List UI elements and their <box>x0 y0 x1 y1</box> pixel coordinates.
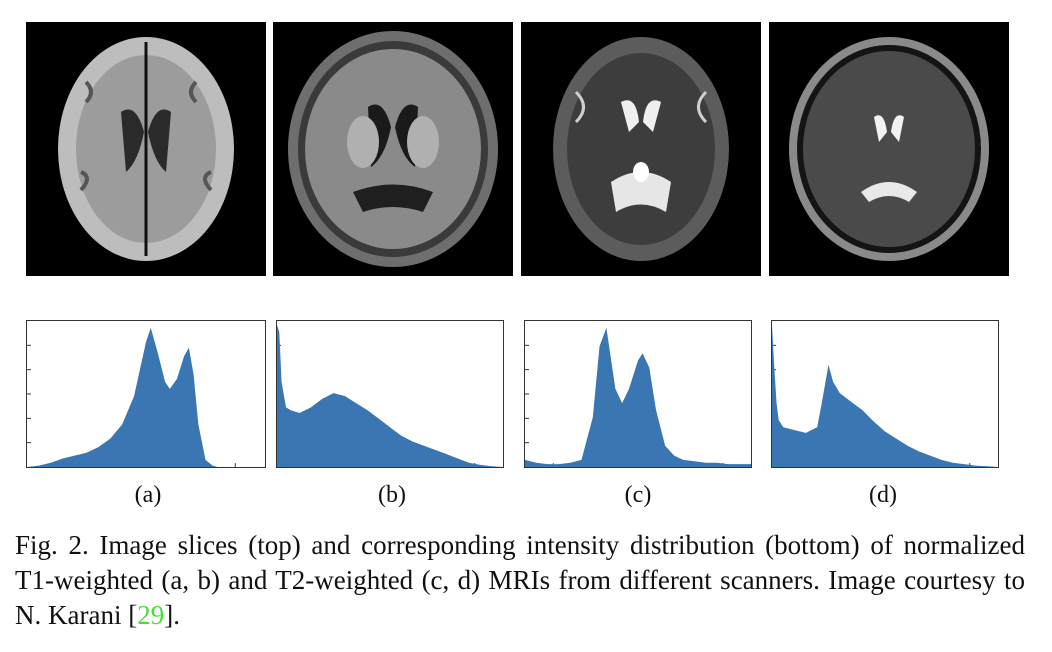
panel-label-c: (c) <box>624 482 652 508</box>
histogram-area <box>525 327 751 467</box>
mri-slice-d <box>769 22 1009 276</box>
figure-caption: Fig. 2. Image slices (top) and correspon… <box>15 528 1025 633</box>
mri-slice-a <box>26 22 266 276</box>
citation-link[interactable]: 29 <box>137 600 165 630</box>
histogram-d <box>771 320 999 468</box>
histogram-c <box>524 320 752 468</box>
histogram-b <box>276 320 504 468</box>
histogram-area <box>27 327 265 467</box>
histogram-a <box>26 320 266 468</box>
panel-label-d: (d) <box>869 482 897 508</box>
panel-label-a: (a) <box>134 482 162 508</box>
caption-suffix: ]. <box>164 600 180 630</box>
histogram-c-plot <box>525 327 751 467</box>
mri-slice-b <box>273 22 513 276</box>
histogram-d-plot <box>772 324 998 467</box>
histogram-area <box>772 324 998 467</box>
histogram-a-plot <box>27 327 265 467</box>
panel-label-b: (b) <box>378 482 406 508</box>
histogram-area <box>277 324 503 467</box>
caption-text: Fig. 2. Image slices (top) and correspon… <box>15 530 1025 630</box>
mri-slice-c <box>521 22 761 276</box>
histogram-b-plot <box>277 324 503 467</box>
